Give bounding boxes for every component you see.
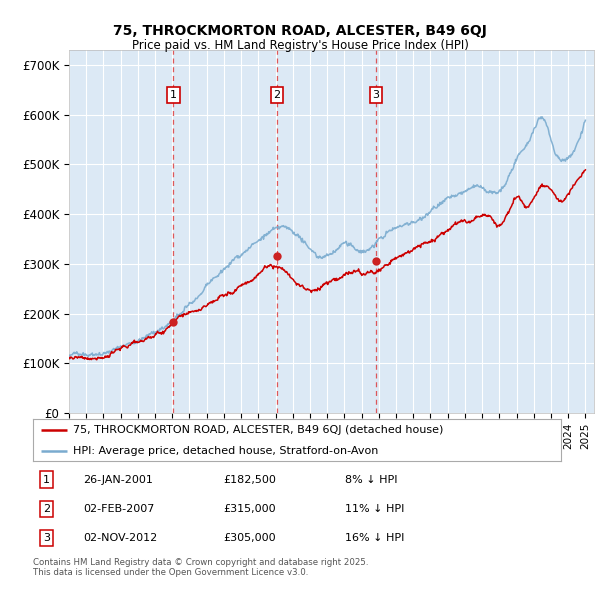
Text: 3: 3 xyxy=(43,533,50,543)
Text: 26-JAN-2001: 26-JAN-2001 xyxy=(83,474,153,484)
Text: HPI: Average price, detached house, Stratford-on-Avon: HPI: Average price, detached house, Stra… xyxy=(73,446,378,455)
Text: 75, THROCKMORTON ROAD, ALCESTER, B49 6QJ (detached house): 75, THROCKMORTON ROAD, ALCESTER, B49 6QJ… xyxy=(73,425,443,435)
Text: 1: 1 xyxy=(43,474,50,484)
Text: 2: 2 xyxy=(274,90,281,100)
Text: 11% ↓ HPI: 11% ↓ HPI xyxy=(344,504,404,514)
Text: 16% ↓ HPI: 16% ↓ HPI xyxy=(344,533,404,543)
Text: £315,000: £315,000 xyxy=(223,504,276,514)
Text: 8% ↓ HPI: 8% ↓ HPI xyxy=(344,474,397,484)
Text: 3: 3 xyxy=(373,90,380,100)
Text: 1: 1 xyxy=(170,90,177,100)
Text: Contains HM Land Registry data © Crown copyright and database right 2025.
This d: Contains HM Land Registry data © Crown c… xyxy=(33,558,368,577)
Text: 2: 2 xyxy=(43,504,50,514)
Text: 02-NOV-2012: 02-NOV-2012 xyxy=(83,533,157,543)
Text: £182,500: £182,500 xyxy=(223,474,276,484)
Text: 02-FEB-2007: 02-FEB-2007 xyxy=(83,504,155,514)
Text: 75, THROCKMORTON ROAD, ALCESTER, B49 6QJ: 75, THROCKMORTON ROAD, ALCESTER, B49 6QJ xyxy=(113,24,487,38)
Text: £305,000: £305,000 xyxy=(223,533,276,543)
Text: Price paid vs. HM Land Registry's House Price Index (HPI): Price paid vs. HM Land Registry's House … xyxy=(131,39,469,52)
